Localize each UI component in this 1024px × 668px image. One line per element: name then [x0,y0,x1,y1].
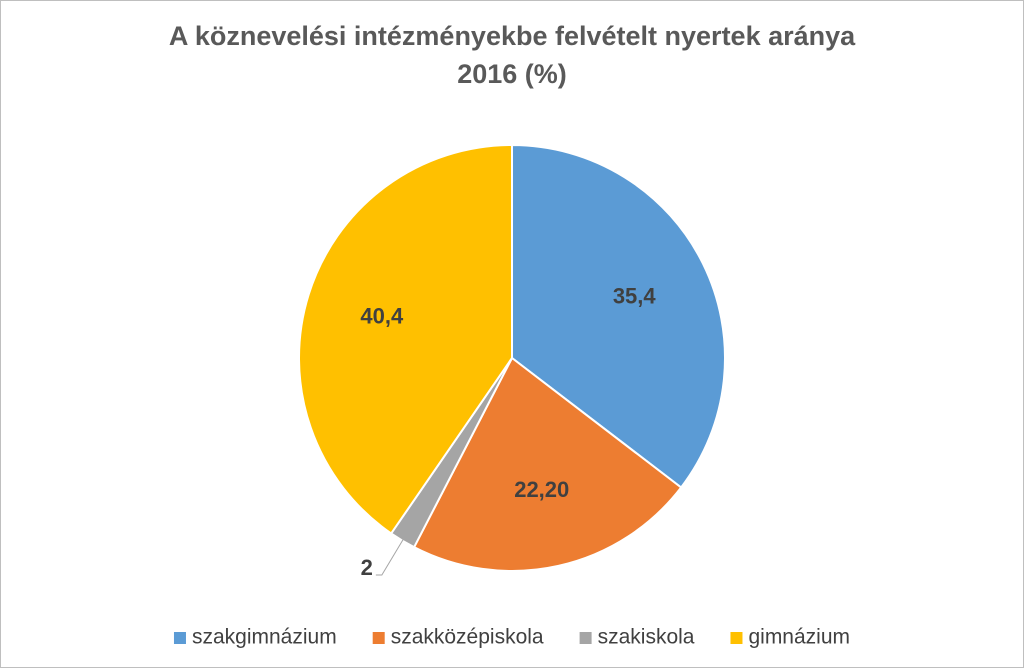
data-label: 35,4 [613,283,657,308]
chart-subtitle: 2016 (%) [457,59,567,89]
data-label: 40,4 [360,303,404,328]
legend-label: szakiskola [598,626,695,649]
pie-slice [511,143,726,489]
pie-slice [412,356,683,572]
legend-swatch [579,632,592,644]
legend-swatch [372,632,385,644]
chart-title: A köznevelési intézményekbe felvételt ny… [169,21,856,51]
legend-swatch [173,632,186,644]
legend-label: gimnázium [748,626,850,649]
pie-slice [298,143,513,535]
data-label: 2 [361,555,373,580]
legend-label: szakgimnázium [192,626,337,649]
legend-swatch [730,632,743,644]
data-label: 22,20 [514,477,569,502]
leader-line [375,536,405,576]
legend-label: szakközépiskola [391,626,544,649]
